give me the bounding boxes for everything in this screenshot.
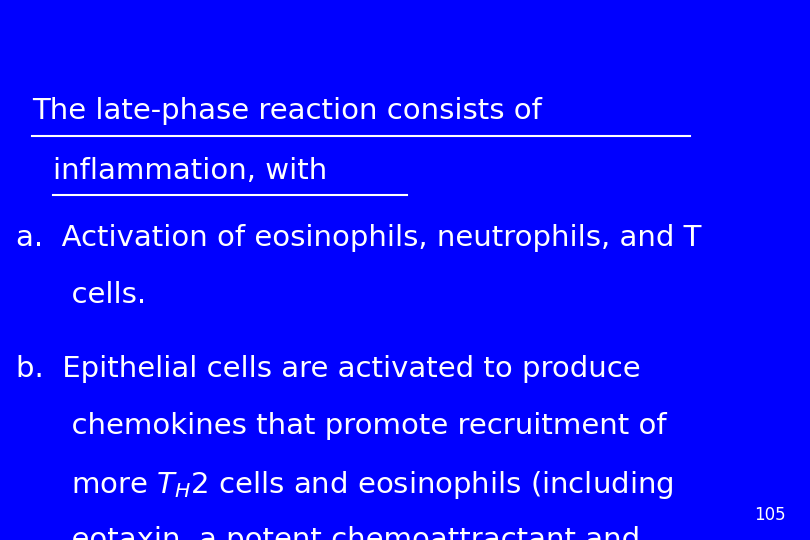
Text: chemokines that promote recruitment of: chemokines that promote recruitment of [16,412,667,440]
Text: more $T_{H}$2 cells and eosinophils (including: more $T_{H}$2 cells and eosinophils (inc… [16,469,674,501]
Text: a.  Activation of eosinophils, neutrophils, and T: a. Activation of eosinophils, neutrophil… [16,224,701,252]
Text: 105: 105 [754,506,786,524]
Text: b.  Epithelial cells are activated to produce: b. Epithelial cells are activated to pro… [16,355,641,383]
Text: eotaxin, a potent chemoattractant and: eotaxin, a potent chemoattractant and [16,526,641,540]
Text: inflammation, with: inflammation, with [53,157,327,185]
Text: The late-phase reaction consists of: The late-phase reaction consists of [32,97,542,125]
Text: cells.: cells. [16,281,147,309]
